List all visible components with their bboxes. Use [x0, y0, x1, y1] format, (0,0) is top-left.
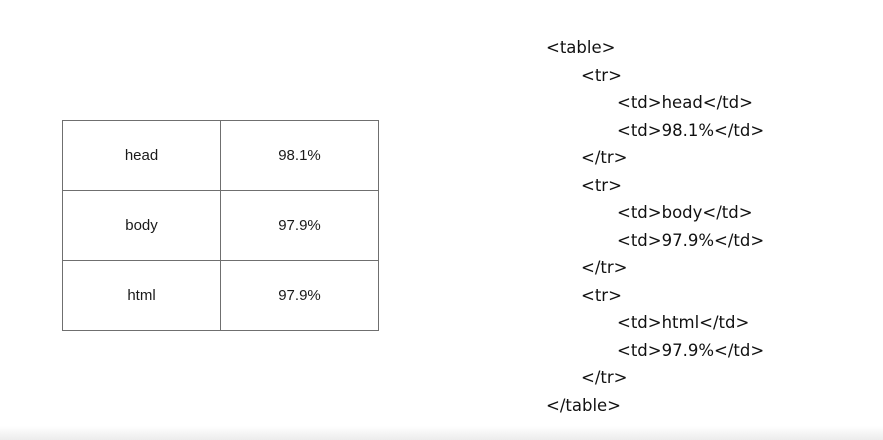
table-cell-name: body — [62, 190, 221, 261]
rendered-table: head 98.1% body 97.9% html 97.9% — [62, 120, 379, 331]
code-line-td: <td>97.9%</td> — [617, 340, 765, 360]
table-row: head 98.1% — [62, 120, 379, 191]
code-line-table-close: </table> — [546, 395, 621, 415]
code-line-tr-close: </tr> — [581, 258, 628, 277]
code-line-td: <td>98.1%</td> — [617, 120, 765, 140]
code-line-tr-close: </tr> — [581, 148, 628, 167]
code-line-td: <td>html</td> — [617, 313, 750, 332]
table-cell-value: 98.1% — [220, 120, 379, 191]
table-cell-name: head — [62, 120, 221, 191]
code-line-td: <td>head</td> — [617, 93, 753, 112]
code-line-td: <td>97.9%</td> — [617, 230, 765, 250]
code-line-tr-open: <tr> — [581, 285, 622, 305]
table-cell-name: html — [62, 260, 221, 331]
bottom-shadow — [0, 426, 883, 440]
code-line-tr-close: </tr> — [581, 368, 628, 387]
html-source-code: <table> <tr> <td>head</td> <td>98.1%</td… — [546, 34, 764, 419]
code-line-td: <td>body</td> — [617, 203, 753, 222]
code-line-table-open: <table> — [546, 38, 616, 57]
table-cell-value: 97.9% — [220, 190, 379, 261]
code-line-tr-open: <tr> — [581, 65, 622, 85]
code-line-tr-open: <tr> — [581, 175, 622, 195]
table-row: body 97.9% — [62, 190, 379, 261]
table-row: html 97.9% — [62, 260, 379, 331]
table-cell-value: 97.9% — [220, 260, 379, 331]
